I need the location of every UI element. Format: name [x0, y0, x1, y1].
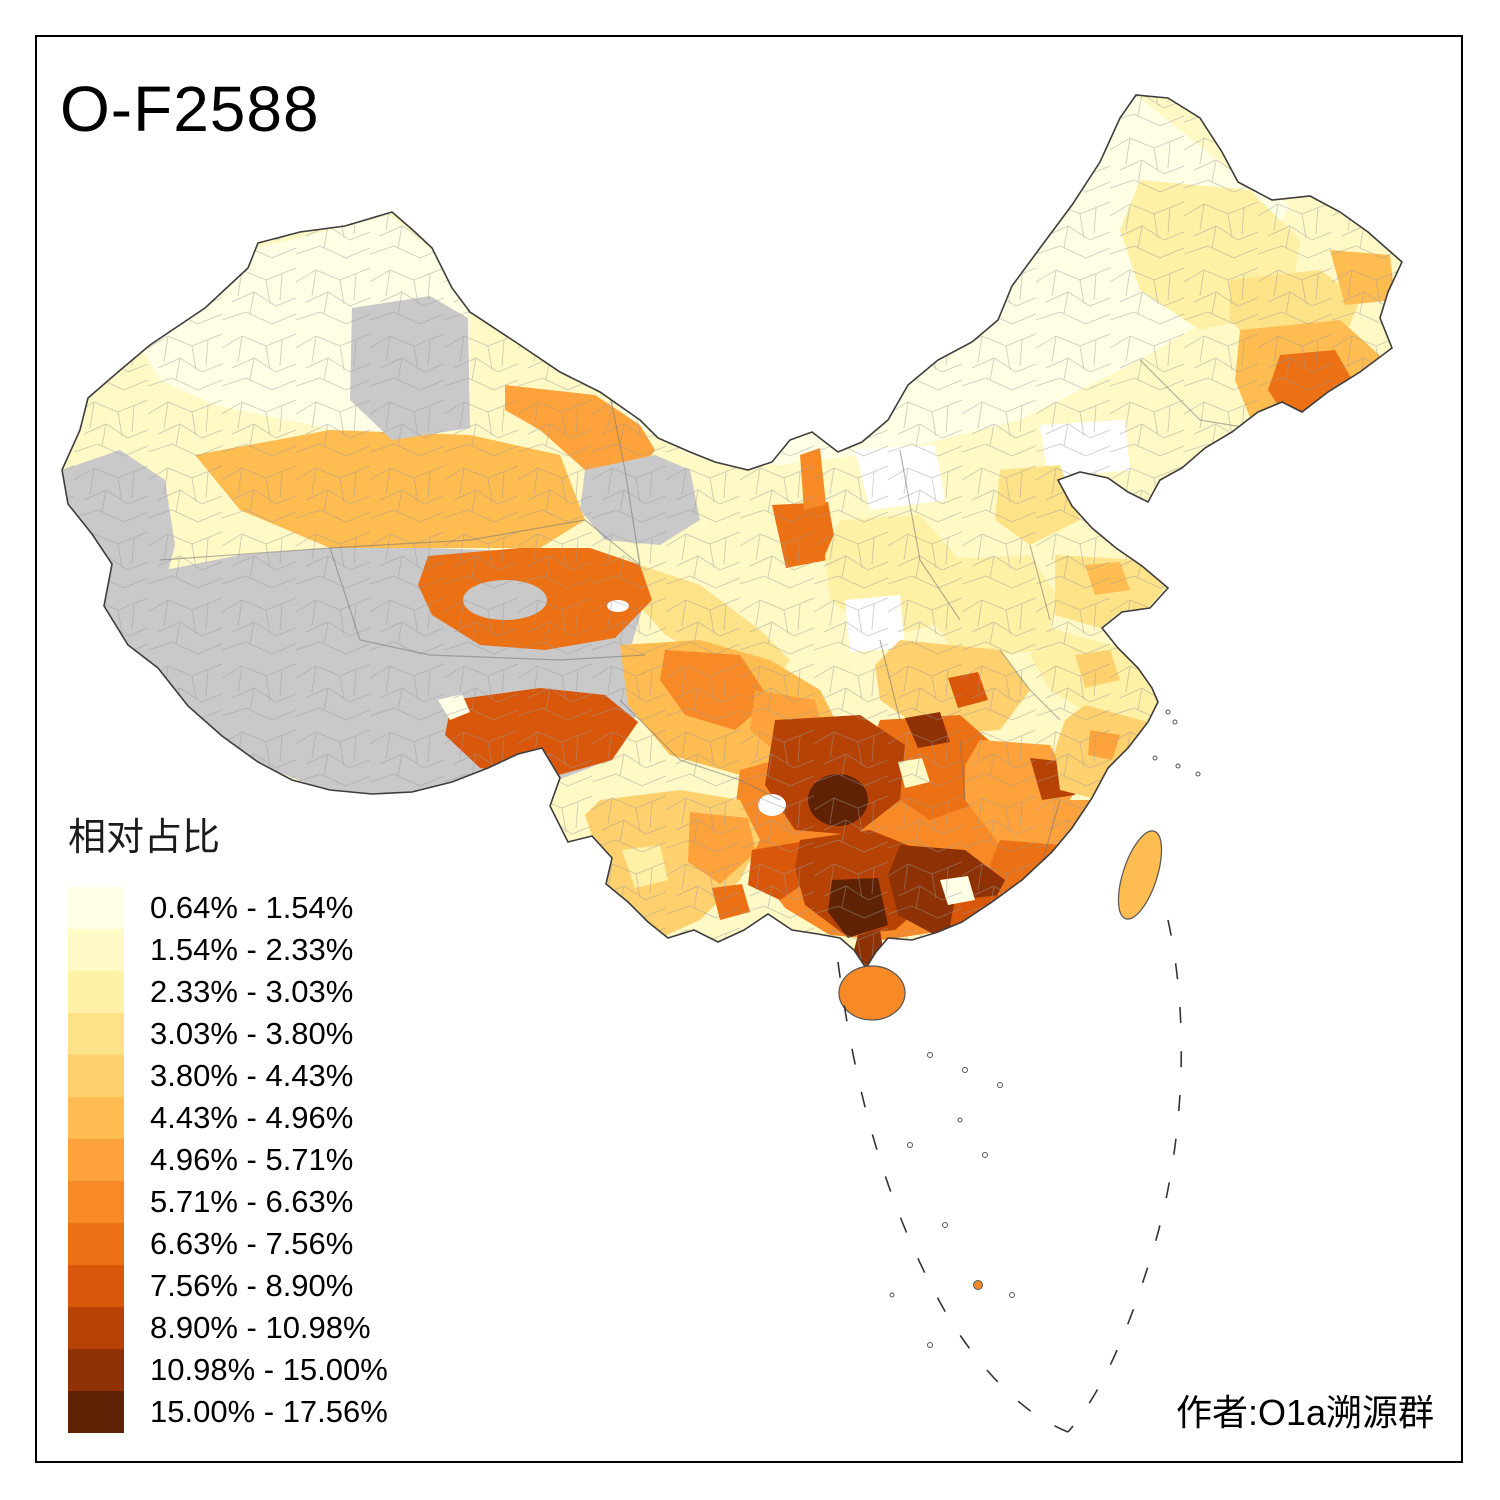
legend-label: 15.00% - 17.56%	[150, 1394, 388, 1429]
legend-swatch	[68, 1097, 124, 1139]
credit: 作者:O1a溯源群	[1175, 1392, 1434, 1433]
legend-swatch	[68, 1265, 124, 1307]
legend-swatch	[68, 971, 124, 1013]
legend-swatch	[68, 1055, 124, 1097]
legend-swatch	[68, 1139, 124, 1181]
legend-item: 1.54% - 2.33%	[68, 929, 388, 971]
legend-swatch	[68, 1013, 124, 1055]
legend-swatch	[68, 1223, 124, 1265]
legend-items: 0.64% - 1.54% 1.54% - 2.33% 2.33% - 3.03% 3…	[68, 887, 388, 1433]
legend-item: 15.00% - 17.56%	[68, 1391, 388, 1433]
legend-label: 7.56% - 8.90%	[150, 1268, 354, 1303]
legend-item: 3.03% - 3.80%	[68, 1013, 388, 1055]
legend-item: 2.33% - 3.03%	[68, 971, 388, 1013]
legend-item: 0.64% - 1.54%	[68, 887, 388, 929]
legend-swatch	[68, 887, 124, 929]
legend-swatch	[68, 929, 124, 971]
hainan-island	[838, 965, 906, 1021]
plot-title: O-F2588	[60, 73, 320, 145]
legend-item: 7.56% - 8.90%	[68, 1265, 388, 1307]
legend-item: 4.96% - 5.71%	[68, 1139, 388, 1181]
province-borders	[159, 359, 1261, 871]
legend-label: 4.43% - 4.96%	[150, 1100, 354, 1135]
legend-item: 8.90% - 10.98%	[68, 1307, 388, 1349]
legend-item: 4.43% - 4.96%	[68, 1097, 388, 1139]
legend-swatch	[68, 1349, 124, 1391]
sea-islands	[889, 709, 1201, 1348]
legend-title: 相对占比	[68, 817, 221, 859]
legend-label: 4.96% - 5.71%	[150, 1142, 354, 1177]
legend-label: 5.71% - 6.63%	[150, 1184, 354, 1219]
legend-label: 8.90% - 10.98%	[150, 1310, 371, 1345]
legend-label: 3.03% - 3.80%	[150, 1016, 354, 1051]
legend-item: 5.71% - 6.63%	[68, 1181, 388, 1223]
legend-label: 2.33% - 3.03%	[150, 974, 354, 1009]
sea-island-orange	[973, 1280, 983, 1290]
legend-item: 6.63% - 7.56%	[68, 1223, 388, 1265]
legend-label: 10.98% - 15.00%	[150, 1352, 388, 1387]
legend-swatch	[68, 1391, 124, 1433]
legend-label: 6.63% - 7.56%	[150, 1226, 354, 1261]
legend-item: 10.98% - 15.00%	[68, 1349, 388, 1391]
legend-item: 3.80% - 4.43%	[68, 1055, 388, 1097]
legend-label: 3.80% - 4.43%	[150, 1058, 354, 1093]
legend-label: 1.54% - 2.33%	[150, 932, 354, 967]
legend: 相对占比 0.64% - 1.54% 1.54% - 2.33% 2.33% - 3…	[68, 806, 388, 1433]
legend-label: 0.64% - 1.54%	[150, 890, 354, 925]
legend-swatch	[68, 1181, 124, 1223]
legend-swatch	[68, 1307, 124, 1349]
nine-dash-line	[837, 919, 1183, 1433]
mainland-outline	[61, 94, 1403, 970]
taiwan-island	[1117, 830, 1163, 920]
